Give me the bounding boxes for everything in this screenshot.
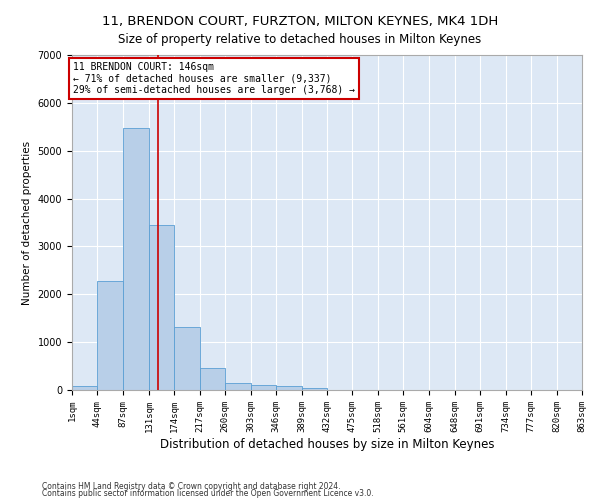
Text: Size of property relative to detached houses in Milton Keynes: Size of property relative to detached ho… <box>118 32 482 46</box>
Text: Contains HM Land Registry data © Crown copyright and database right 2024.: Contains HM Land Registry data © Crown c… <box>42 482 341 491</box>
Bar <box>225 383 251 390</box>
Text: Contains public sector information licensed under the Open Government Licence v3: Contains public sector information licen… <box>42 490 374 498</box>
X-axis label: Distribution of detached houses by size in Milton Keynes: Distribution of detached houses by size … <box>160 438 494 450</box>
Bar <box>123 128 149 390</box>
Text: 11 BRENDON COURT: 146sqm
← 71% of detached houses are smaller (9,337)
29% of sem: 11 BRENDON COURT: 146sqm ← 71% of detach… <box>73 62 355 96</box>
Bar <box>97 281 123 390</box>
Bar <box>200 368 225 390</box>
Text: 11, BRENDON COURT, FURZTON, MILTON KEYNES, MK4 1DH: 11, BRENDON COURT, FURZTON, MILTON KEYNE… <box>102 15 498 28</box>
Bar <box>251 385 276 390</box>
Bar <box>276 386 302 390</box>
Bar <box>175 328 200 390</box>
Bar <box>149 226 175 390</box>
Y-axis label: Number of detached properties: Number of detached properties <box>22 140 32 304</box>
Bar <box>72 386 97 390</box>
Bar <box>302 388 327 390</box>
